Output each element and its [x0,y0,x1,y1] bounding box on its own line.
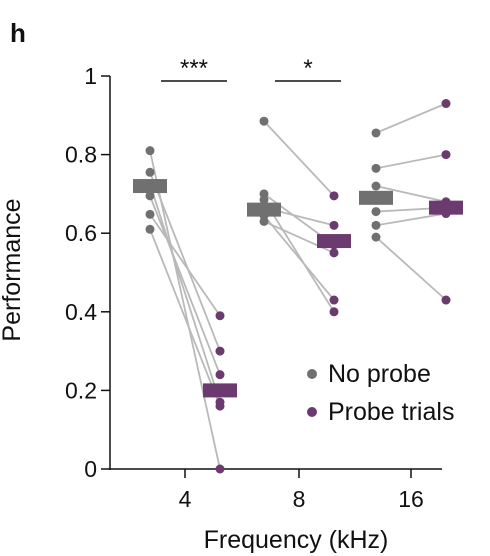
no-probe-point [371,163,381,173]
y-tick-label: 0.6 [65,220,97,246]
y-tick-label: 0.4 [65,299,97,325]
y-tick-label: 0 [84,456,97,482]
paired-line [375,236,447,301]
no-probe-mean-bar [359,190,393,205]
paired-line [149,228,221,407]
probe-point [215,464,225,474]
no-probe-point [259,216,269,226]
legend: No probe Probe trials [307,360,454,426]
no-probe-point [371,181,381,191]
legend-label: Probe trials [328,398,454,426]
significance-annotations: *** * [161,55,341,82]
no-probe-point [371,128,381,138]
no-probe-point [371,220,381,230]
probe-point [329,248,339,258]
paired-line [149,195,221,376]
legend-label: No probe [328,360,431,388]
paired-line [375,185,447,203]
probe-point [441,99,451,109]
no-probe-point [145,224,155,234]
no-probe-point [371,207,381,217]
paired-line [375,102,447,134]
probe-point [441,150,451,160]
probe-point [329,191,339,201]
x-tick-label: 8 [293,486,306,512]
significance-label: * [303,55,312,82]
probe-point [215,311,225,321]
paired-line [263,120,335,197]
paired-line [263,199,335,313]
probe-mean-bar [429,200,463,215]
probe-point [329,307,339,317]
no-probe-point [145,191,155,201]
y-tick-label: 0.2 [65,377,97,403]
axes: 0 0.2 0.4 0.6 0.8 1 4 8 16 [65,63,442,512]
paired-line [149,171,221,352]
panel-label: h [10,18,26,48]
x-axis-label: Frequency (kHz) [204,526,389,554]
probe-point [329,295,339,305]
no-probe-point [259,116,269,126]
legend-marker [307,369,317,379]
probe-point [329,220,339,230]
probe-point [215,401,225,411]
probe-mean-bar [317,234,351,249]
no-probe-point [145,146,155,156]
no-probe-mean-bar [133,179,167,194]
probe-mean-bar [203,383,237,398]
significance-label: *** [180,55,208,82]
y-axis-label: Performance [0,198,26,341]
paired-line [375,153,447,170]
y-tick-label: 1 [84,63,97,89]
mean-bars [133,179,463,398]
probe-point [215,346,225,356]
paired-line [375,212,447,227]
no-probe-point [371,232,381,242]
probe-point [441,295,451,305]
y-tick-label: 0.8 [65,142,97,168]
paired-line [149,213,221,317]
no-probe-mean-bar [247,202,281,217]
no-probe-point [145,209,155,219]
probe-point [215,370,225,380]
legend-marker [307,407,317,417]
x-tick-label: 4 [179,486,192,512]
paired-line [149,183,221,403]
paired-line [263,214,335,301]
no-probe-point [145,167,155,177]
no-probe-point [259,195,269,205]
x-tick-label: 16 [398,486,424,512]
